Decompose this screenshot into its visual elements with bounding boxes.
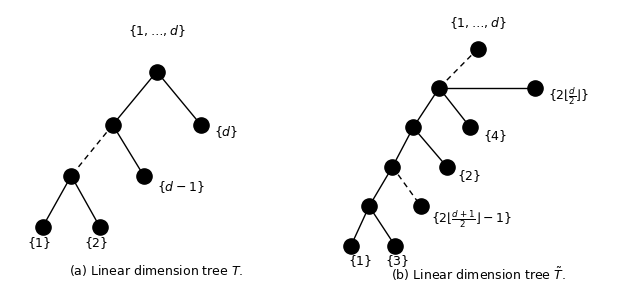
Text: (a) Linear dimension tree $T$.: (a) Linear dimension tree $T$. <box>70 263 244 278</box>
Point <box>66 173 76 178</box>
Point <box>390 243 400 248</box>
Text: $\{1,\ldots,d\}$: $\{1,\ldots,d\}$ <box>449 15 507 31</box>
Text: $\{2\}$: $\{2\}$ <box>84 235 109 251</box>
Point <box>442 165 452 169</box>
Point <box>364 204 374 209</box>
Text: $\{2\}$: $\{2\}$ <box>458 168 482 184</box>
Point <box>465 125 476 130</box>
Text: $\{1\}$: $\{1\}$ <box>348 253 372 269</box>
Text: $\{4\}$: $\{4\}$ <box>483 128 508 144</box>
Point <box>387 165 397 169</box>
Point <box>108 122 118 127</box>
Point <box>416 204 426 209</box>
Point <box>530 85 540 90</box>
Point <box>408 125 419 130</box>
Point <box>139 173 149 178</box>
Text: $\{1,\ldots,d\}$: $\{1,\ldots,d\}$ <box>128 23 186 39</box>
Point <box>38 224 48 229</box>
Text: $\{3\}$: $\{3\}$ <box>385 253 409 269</box>
Point <box>152 69 162 74</box>
Point <box>95 224 105 229</box>
Point <box>346 243 356 248</box>
Text: (b) Linear dimension tree $\tilde{T}$.: (b) Linear dimension tree $\tilde{T}$. <box>390 265 566 283</box>
Text: $\{1\}$: $\{1\}$ <box>27 235 51 251</box>
Point <box>473 46 483 51</box>
Point <box>434 85 444 90</box>
Text: $\{d\}$: $\{d\}$ <box>214 124 238 140</box>
Text: $\{2\lfloor\frac{d}{2}\rfloor\}$: $\{2\lfloor\frac{d}{2}\rfloor\}$ <box>548 86 589 107</box>
Text: $\{d-1\}$: $\{d-1\}$ <box>157 179 204 195</box>
Text: $\{2\lfloor\frac{d+1}{2}\rfloor-1\}$: $\{2\lfloor\frac{d+1}{2}\rfloor-1\}$ <box>431 209 512 230</box>
Point <box>196 122 206 127</box>
